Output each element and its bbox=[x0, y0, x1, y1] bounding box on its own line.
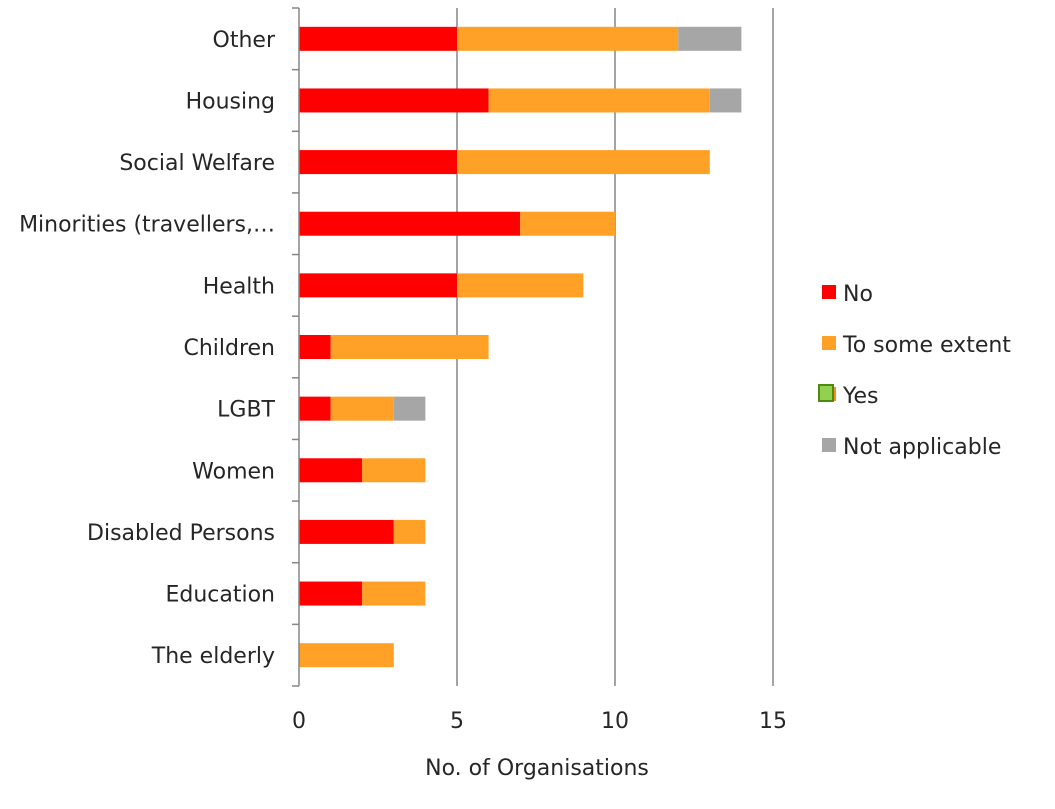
bar-no-8 bbox=[299, 519, 394, 544]
bar-to-some-extent-8 bbox=[393, 519, 426, 544]
bar-no-4 bbox=[299, 273, 457, 298]
bar-not-applicable-0 bbox=[678, 26, 742, 51]
category-label: Education bbox=[165, 583, 275, 608]
bar-to-some-extent-4 bbox=[457, 273, 584, 298]
category-label: Other bbox=[213, 28, 276, 53]
bar-not-applicable-6 bbox=[393, 396, 426, 421]
bar-to-some-extent-2 bbox=[457, 150, 710, 175]
bar-to-some-extent-1 bbox=[488, 88, 710, 113]
category-label: Housing bbox=[186, 89, 275, 114]
bar-to-some-extent-10 bbox=[299, 643, 394, 668]
bar-to-some-extent-0 bbox=[457, 26, 679, 51]
bar-no-3 bbox=[299, 211, 521, 236]
legend-label-not-applicable: Not applicable bbox=[843, 435, 1001, 460]
x-axis-title: No. of Organisations bbox=[425, 756, 649, 781]
category-label: LGBT bbox=[217, 398, 275, 423]
bar-no-6 bbox=[299, 396, 331, 421]
bar-to-some-extent-9 bbox=[362, 581, 426, 606]
x-tick-labels: 0 5 10 15 bbox=[292, 709, 787, 734]
x-tick-label: 10 bbox=[601, 709, 629, 734]
bar-to-some-extent-6 bbox=[330, 396, 394, 421]
bar-no-1 bbox=[299, 88, 489, 113]
legend-swatch-yes bbox=[818, 384, 834, 402]
legend-swatch-no bbox=[822, 285, 836, 299]
bar-to-some-extent-5 bbox=[330, 335, 489, 359]
bars bbox=[299, 26, 742, 668]
legend-swatch-to-some-extent bbox=[822, 336, 836, 350]
bar-no-5 bbox=[299, 335, 331, 359]
axes bbox=[292, 7, 300, 687]
bar-to-some-extent-3 bbox=[520, 211, 615, 236]
x-tick-label: 5 bbox=[450, 709, 464, 734]
legend-label-to-some-extent: To some extent bbox=[842, 333, 1011, 358]
category-label: Health bbox=[203, 274, 275, 299]
category-label: Women bbox=[192, 459, 275, 484]
bar-not-applicable-1 bbox=[709, 88, 742, 113]
bar-no-2 bbox=[299, 150, 457, 175]
bar-no-7 bbox=[299, 458, 363, 483]
bar-to-some-extent-7 bbox=[362, 458, 426, 483]
bar-no-9 bbox=[299, 581, 363, 606]
category-label: Children bbox=[183, 336, 275, 361]
x-tick-label: 0 bbox=[292, 709, 306, 734]
category-label: Disabled Persons bbox=[87, 521, 275, 546]
category-label: Minorities (travellers,… bbox=[19, 213, 275, 238]
legend-label-yes: Yes bbox=[842, 384, 879, 409]
bar-no-0 bbox=[299, 26, 457, 51]
category-label: Social Welfare bbox=[119, 151, 275, 176]
x-tick-label: 15 bbox=[759, 709, 787, 734]
legend-swatch-not-applicable bbox=[822, 438, 836, 452]
category-labels: Other Housing Social Welfare Minorities (tr… bbox=[19, 28, 276, 669]
legend-label-no: No bbox=[843, 282, 873, 307]
legend: No To some extent Yes Not applicable bbox=[818, 282, 1011, 460]
category-label: The elderly bbox=[151, 644, 275, 669]
